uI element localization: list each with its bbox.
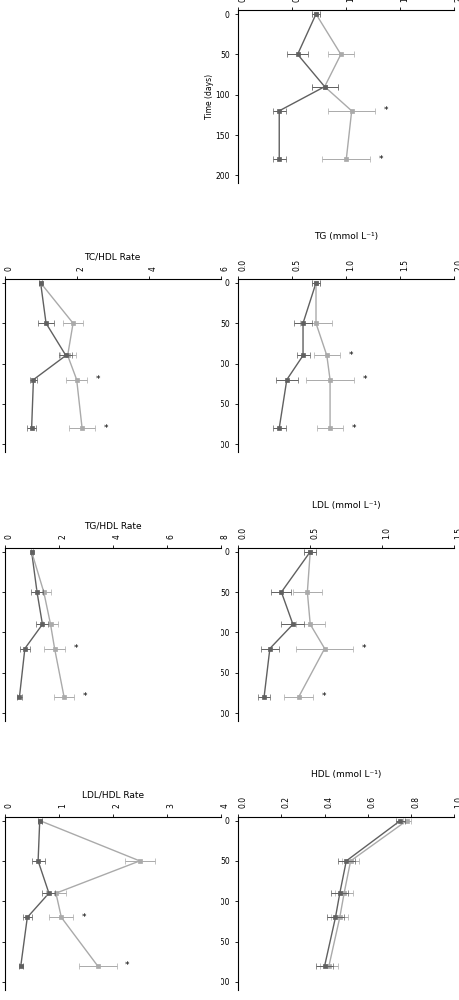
Text: *: *	[73, 644, 78, 653]
Title: LDL (mmol L⁻¹): LDL (mmol L⁻¹)	[312, 501, 381, 510]
Text: *: *	[348, 351, 353, 360]
Text: *: *	[379, 155, 383, 164]
Y-axis label: Time (days): Time (days)	[205, 881, 214, 926]
Title: TG (mmol L⁻¹): TG (mmol L⁻¹)	[314, 232, 378, 241]
Title: HDL (mmol L⁻¹): HDL (mmol L⁻¹)	[311, 770, 381, 779]
Text: *: *	[363, 375, 367, 384]
Y-axis label: Time (days): Time (days)	[205, 343, 214, 388]
Text: *: *	[83, 692, 88, 701]
Text: *: *	[125, 961, 129, 970]
Text: *: *	[103, 424, 108, 433]
Text: *: *	[322, 692, 326, 701]
Title: TC/HDL Rate: TC/HDL Rate	[84, 252, 141, 261]
Title: TG/HDL Rate: TG/HDL Rate	[84, 521, 141, 530]
Text: *: *	[82, 913, 86, 922]
Text: *: *	[96, 375, 101, 384]
Y-axis label: Time (days): Time (days)	[205, 612, 214, 657]
Text: *: *	[384, 106, 389, 115]
Title: LDL/HDL Rate: LDL/HDL Rate	[82, 790, 144, 799]
Text: *: *	[362, 644, 367, 653]
Y-axis label: Time (days): Time (days)	[205, 74, 214, 119]
Text: *: *	[352, 424, 356, 433]
